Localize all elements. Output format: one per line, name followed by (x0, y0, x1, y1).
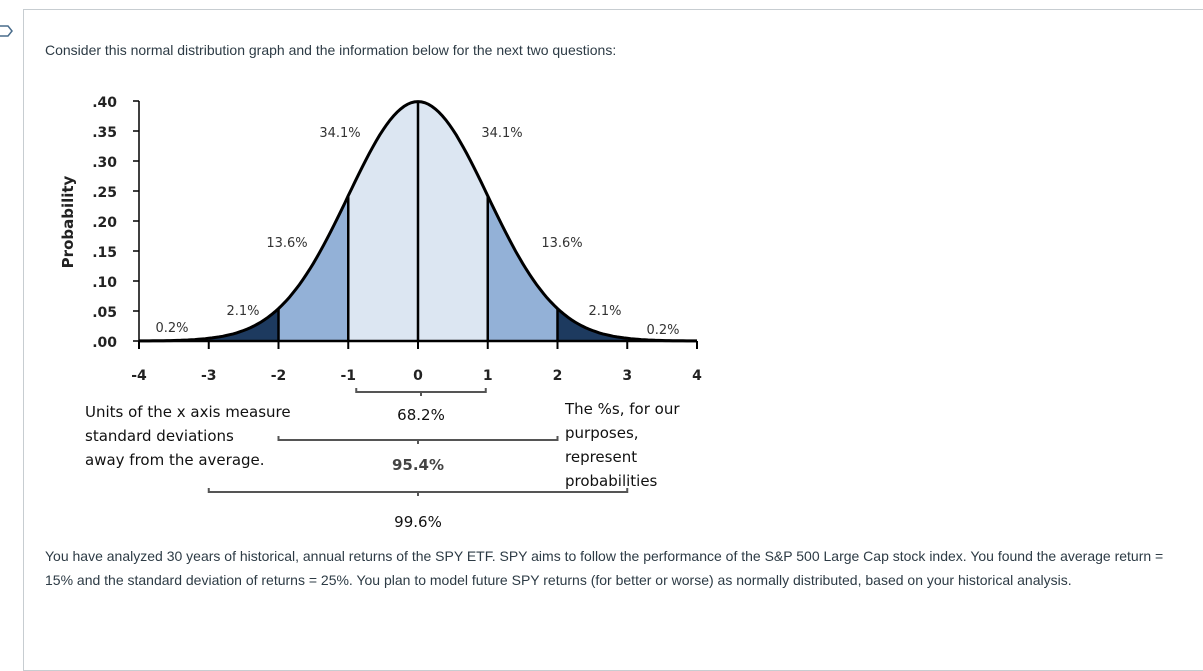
x-tick-label: 3 (622, 368, 632, 384)
bracket-label: 68.2% (397, 406, 445, 424)
region-label: 34.1% (319, 126, 360, 141)
bracket-label: 99.6% (394, 513, 442, 531)
bell-curve (139, 100, 697, 343)
bracket (355, 388, 487, 396)
axis-note: standard deviations (85, 427, 234, 445)
x-tick-label: -2 (271, 368, 287, 384)
region-label: 0.2% (155, 321, 188, 336)
bracket (207, 488, 629, 496)
region-4 (418, 101, 488, 341)
region-label: 2.1% (226, 304, 259, 319)
bracket (277, 436, 559, 444)
y-tick-label: .15 (92, 245, 117, 261)
x-tick-label: 4 (692, 368, 702, 384)
y-tick-label: .00 (92, 335, 117, 351)
x-tick-label: -1 (340, 368, 356, 384)
region-label: 34.1% (481, 126, 522, 141)
y-axis-label: Probability (59, 175, 77, 268)
percent-note: The %s, for our (564, 400, 680, 418)
question-paragraph: You have analyzed 30 years of historical… (45, 548, 1164, 588)
percent-note: represent (565, 448, 637, 466)
y-tick-label: .35 (92, 125, 117, 141)
y-tick-label: .20 (92, 215, 117, 231)
axis-note: away from the average. (85, 451, 265, 469)
x-tick-label: 2 (553, 368, 563, 384)
x-tick-label: -3 (201, 368, 217, 384)
y-tick-label: .05 (92, 305, 117, 321)
percent-note: probabilities (565, 472, 658, 490)
x-tick-label: 0 (413, 368, 423, 384)
bracket-label: 95.4% (392, 456, 444, 474)
normal-distribution-chart: Probability -4 -3 -2 -1 0 1 2 3 4 .40 .35 .30 .25 .20… (59, 95, 702, 531)
region-label: 13.6% (266, 236, 307, 251)
region-label: 2.1% (588, 304, 621, 319)
y-tick-label: .40 (92, 95, 117, 111)
flag-question-icon[interactable] (0, 24, 14, 38)
region-6 (557, 308, 628, 341)
y-tick-label: .10 (92, 275, 117, 291)
region-1 (208, 308, 279, 341)
region-label: 0.2% (646, 323, 679, 338)
percent-note: purposes, (565, 424, 639, 442)
x-tick-label: 1 (483, 368, 493, 384)
y-tick-label: .30 (92, 155, 117, 171)
intro-text: Consider this normal distribution graph … (45, 42, 617, 58)
region-label: 13.6% (541, 236, 582, 251)
y-tick-label: .25 (92, 185, 117, 201)
axis-note: Units of the x axis measure (85, 403, 291, 421)
x-tick-label: -4 (131, 368, 147, 384)
